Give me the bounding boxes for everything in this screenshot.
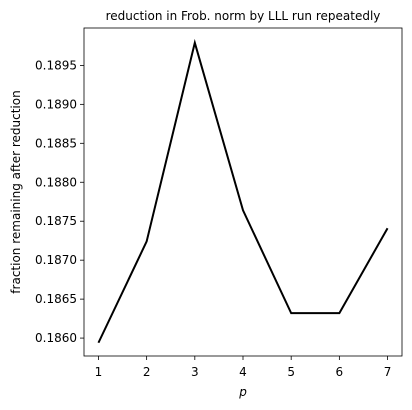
data-line — [97, 38, 389, 344]
y-tick-label: 0.1860 — [35, 331, 77, 345]
y-tick-label: 0.1895 — [35, 58, 77, 72]
y-axis-label: fraction remaining after reduction — [9, 90, 23, 293]
x-tick-label: 7 — [384, 365, 392, 379]
x-tick-label: 1 — [95, 365, 103, 379]
x-tick-label: 2 — [143, 365, 151, 379]
y-tick-label: 0.1880 — [35, 175, 77, 189]
y-tick-label: 0.1885 — [35, 136, 77, 150]
x-axis-label: p — [238, 385, 247, 399]
y-tick-label: 0.1865 — [35, 292, 77, 306]
x-tick-label: 6 — [336, 365, 344, 379]
x-tick-label: 3 — [191, 365, 199, 379]
x-tick-label: 4 — [239, 365, 247, 379]
y-tick-label: 0.1875 — [35, 214, 77, 228]
x-tick-label: 5 — [287, 365, 295, 379]
y-tick-label: 0.1890 — [35, 97, 77, 111]
y-tick-label: 0.1870 — [35, 253, 77, 267]
plot-frame — [83, 27, 403, 357]
chart-title: reduction in Frob. norm by LLL run repea… — [106, 9, 381, 23]
